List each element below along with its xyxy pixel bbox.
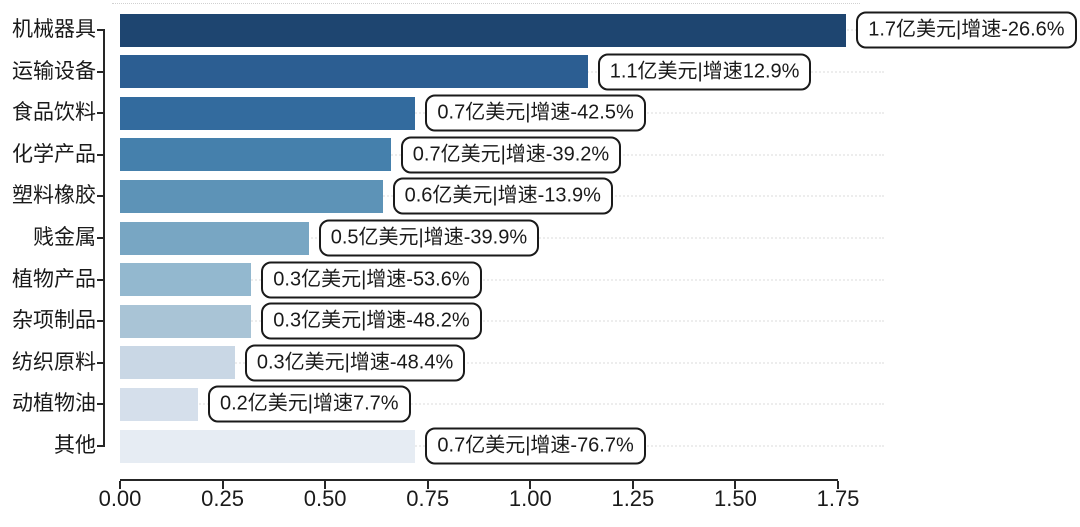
bar-value-label-6: 0.5亿美元|增速-39.9% — [318, 219, 540, 257]
x-tick — [631, 481, 634, 489]
x-tick — [324, 481, 327, 489]
bar-10 — [120, 387, 198, 421]
gridline — [120, 278, 884, 281]
bar-7 — [120, 263, 252, 297]
gridline — [120, 403, 884, 406]
y-axis-label-4: 化学产品 — [12, 142, 96, 166]
y-tick — [97, 320, 104, 323]
bar-value-label-1: 1.7亿美元|增速-26.6% — [856, 11, 1077, 49]
x-tick — [837, 481, 840, 489]
x-tick — [734, 481, 737, 489]
y-axis-label-9: 纺织原料 — [12, 350, 96, 374]
y-tick — [97, 237, 104, 239]
x-tick — [426, 481, 429, 489]
bar-6 — [120, 221, 309, 255]
bar-5 — [120, 179, 383, 213]
y-axis-label-1: 机械器具 — [12, 18, 96, 41]
y-axis-label-5: 塑料橡胶 — [12, 184, 96, 208]
gridline — [120, 320, 884, 323]
bar-11 — [120, 429, 416, 463]
y-tick — [97, 278, 104, 281]
y-tick — [97, 29, 104, 31]
bar-value-label-7: 0.3亿美元|增速-53.6% — [261, 261, 482, 299]
y-tick — [97, 112, 104, 115]
top-hairline — [112, 3, 860, 4]
y-axis-label-11: 其他 — [54, 434, 96, 457]
y-axis-label-2: 运输设备 — [12, 59, 96, 83]
y-axis-label-3: 食品饮料 — [12, 101, 96, 125]
gridline — [120, 361, 884, 364]
bar-1 — [120, 13, 847, 47]
y-tick — [97, 403, 104, 406]
x-tick-label-0.50: 0.50 — [303, 486, 347, 511]
x-tick-label-0.25: 0.25 — [201, 486, 244, 511]
y-tick — [97, 153, 104, 156]
bar-value-label-9: 0.3亿美元|增速-48.4% — [244, 344, 466, 382]
bar-value-label-11: 0.7亿美元|增速-76.7% — [425, 427, 646, 465]
y-axis-label-6: 贱金属 — [33, 226, 96, 249]
x-tick-label-0.75: 0.75 — [406, 486, 450, 511]
x-tick-label-0.00: 0.00 — [98, 486, 142, 511]
y-tick — [97, 195, 104, 198]
x-tick-label-1.25: 1.25 — [611, 486, 655, 511]
y-axis-label-8: 杂项制品 — [12, 309, 96, 333]
y-axis-spine — [103, 29, 105, 447]
y-axis-label-10: 动植物油 — [12, 392, 96, 416]
bar-2 — [120, 55, 588, 89]
y-axis-label-7: 植物产品 — [12, 267, 96, 291]
x-tick-label-1.75: 1.75 — [816, 486, 860, 511]
bar-value-label-4: 0.7亿美元|增速-39.2% — [400, 136, 622, 174]
x-tick-label-1.00: 1.00 — [508, 486, 552, 511]
bar-value-label-8: 0.3亿美元|增速-48.2% — [261, 302, 482, 340]
bar-value-label-2: 1.1亿美元|增速12.9% — [597, 53, 812, 91]
x-tick-label-1.50: 1.50 — [714, 486, 757, 511]
x-tick — [119, 481, 121, 489]
x-tick — [529, 481, 532, 489]
y-tick — [97, 70, 104, 73]
bar-8 — [120, 304, 252, 338]
x-tick — [221, 481, 224, 489]
x-axis-spine — [120, 479, 839, 481]
y-tick — [97, 361, 104, 364]
y-tick — [97, 445, 104, 447]
bar-value-label-5: 0.6亿美元|增速-13.9% — [392, 177, 613, 215]
bar-4 — [120, 138, 391, 172]
bar-value-label-10: 0.2亿美元|增速7.7% — [207, 385, 411, 423]
bar-value-label-3: 0.7亿美元|增速-42.5% — [425, 94, 646, 132]
bar-9 — [120, 346, 235, 380]
bar-3 — [120, 96, 416, 130]
